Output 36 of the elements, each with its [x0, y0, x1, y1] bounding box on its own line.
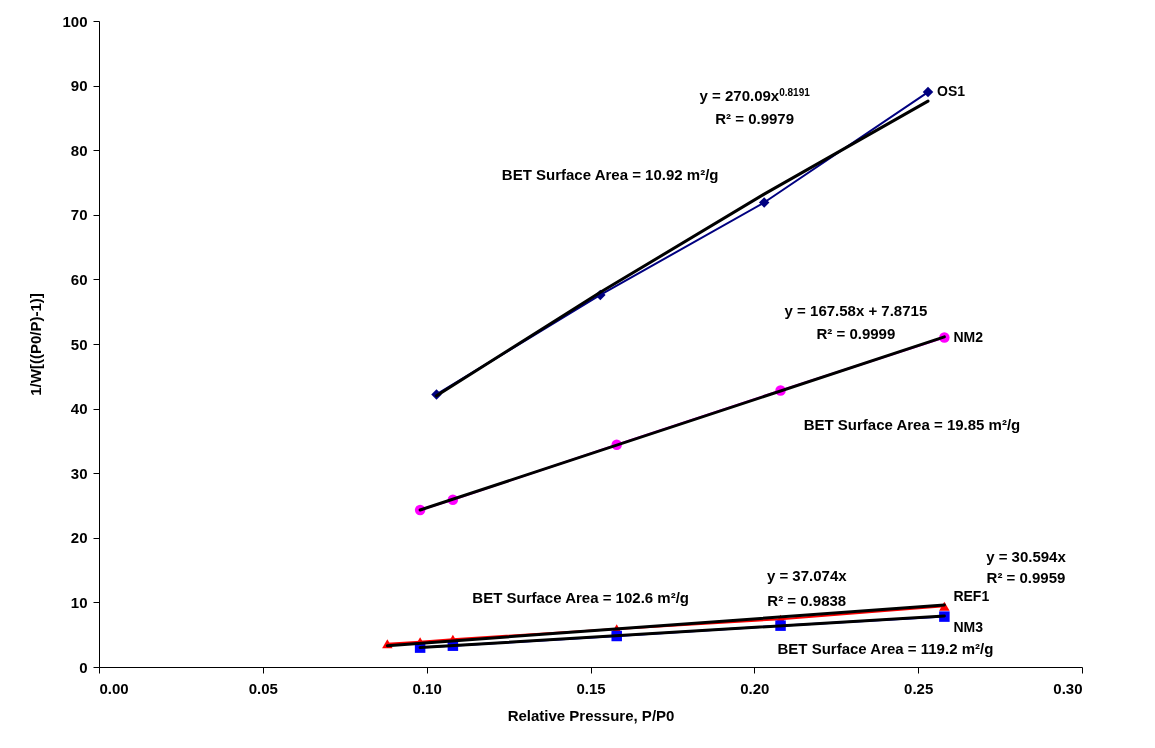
annotation: BET Surface Area = 102.6 m²/g — [472, 588, 689, 606]
y-tick-label: 40 — [70, 400, 88, 418]
x-tick-label: 0.20 — [740, 679, 770, 697]
x-tick-label: 0.25 — [904, 679, 934, 697]
x-tick-label: 0.10 — [412, 679, 442, 697]
annotation: R² = 0.9959 — [986, 568, 1066, 586]
x-tick-label: 0.30 — [1053, 679, 1083, 697]
series-label: OS1 — [937, 83, 966, 100]
series-label: NM3 — [953, 618, 984, 635]
y-tick-label: 80 — [70, 141, 88, 159]
x-tick-label: 0.15 — [576, 679, 606, 697]
y-tick-label: 10 — [70, 593, 88, 611]
annotation: y = 270.09x$^{0.8191}$ — [699, 86, 811, 104]
y-tick-label: 20 — [70, 529, 88, 547]
annotation: R² = 0.9838 — [767, 592, 847, 610]
annotation: y = 30.594x — [986, 548, 1067, 566]
y-tick-label: 70 — [70, 206, 88, 224]
x-tick-label: 0.05 — [248, 679, 278, 697]
series-label: REF1 — [953, 588, 990, 605]
y-tick-label: 50 — [70, 335, 88, 353]
annotation: BET Surface Area = 19.85 m²/g — [803, 415, 1021, 433]
annotation: y = 37.074x — [766, 566, 848, 584]
y-tick-label: 30 — [70, 464, 88, 482]
series-label: NM2 — [953, 328, 984, 345]
y-tick-label: 100 — [62, 12, 88, 30]
y-tick-label: 60 — [70, 270, 88, 288]
annotation: y = 167.58x + 7.8715 — [784, 302, 928, 320]
x-axis-title: Relative Pressure, P/P0 — [507, 706, 675, 724]
x-tick-label: 0.00 — [99, 679, 129, 697]
annotation: R² = 0.9979 — [715, 110, 795, 128]
annotation: R² = 0.9999 — [816, 325, 896, 343]
y-tick-label: 90 — [70, 77, 88, 95]
y-axis-title: 1/W[((P0/P)-1)] — [27, 293, 45, 396]
annotation: BET Surface Area = 10.92 m²/g — [501, 165, 719, 183]
y-tick-label: 0 — [79, 658, 88, 676]
annotation: BET Surface Area = 119.2 m²/g — [777, 639, 994, 657]
